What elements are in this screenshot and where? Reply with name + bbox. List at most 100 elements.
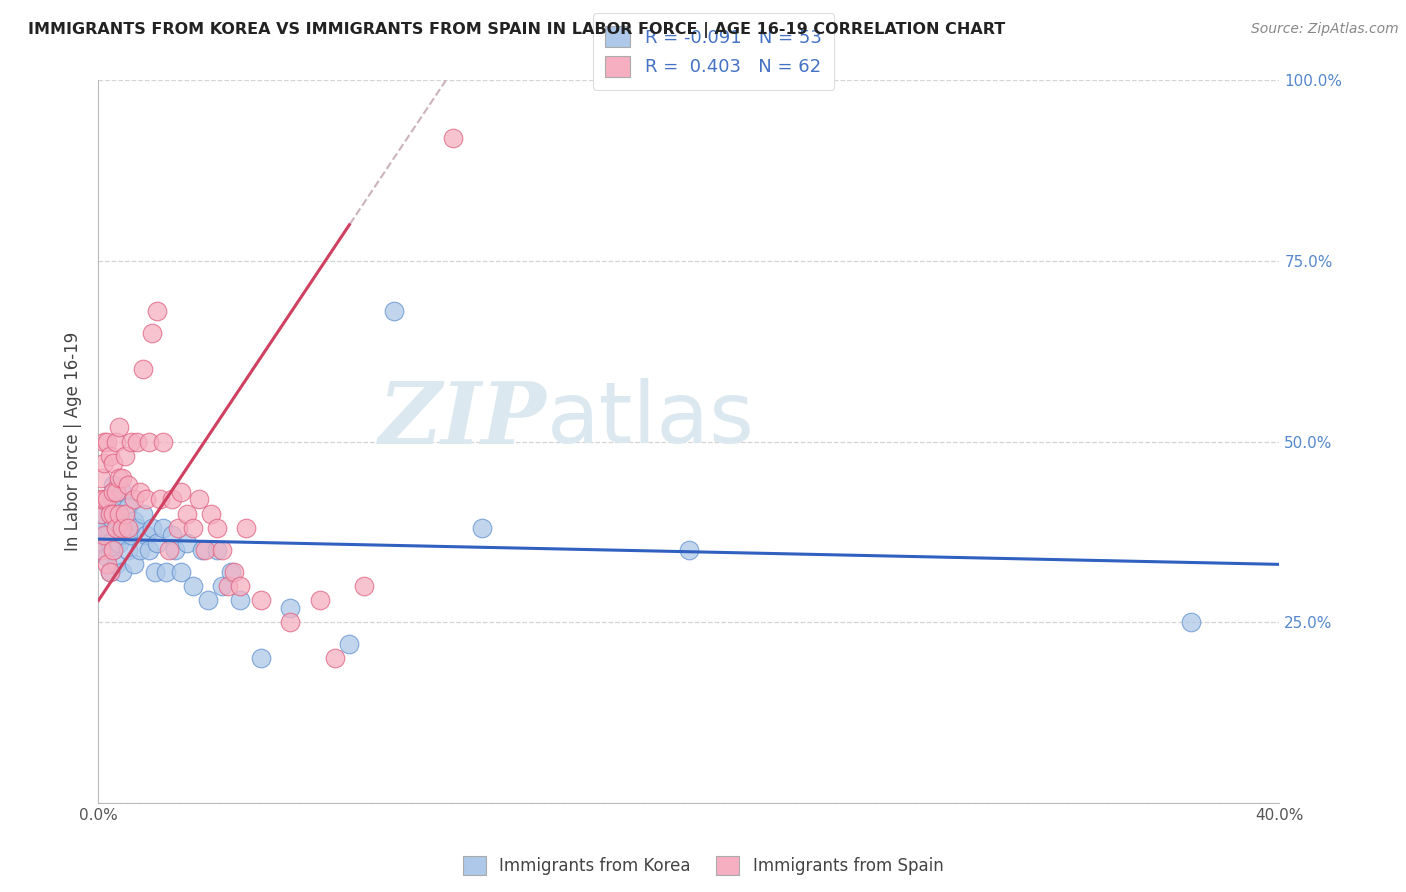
Point [108, 507, 131, 521]
Point [441, 131, 464, 145]
Point [280, 600, 302, 615]
Point [170, 485, 193, 500]
Point [108, 420, 131, 434]
Point [217, 579, 239, 593]
Point [103, 507, 125, 521]
Point [93, 456, 115, 470]
Point [96, 558, 118, 572]
Point [155, 565, 177, 579]
Point [117, 478, 139, 492]
Point [170, 565, 193, 579]
Point [135, 528, 157, 542]
Y-axis label: In Labor Force | Age 16-19: In Labor Force | Age 16-19 [65, 332, 83, 551]
Point [138, 542, 160, 557]
Point [103, 456, 125, 470]
Text: ZIP: ZIP [380, 378, 547, 462]
Point [103, 542, 125, 557]
Point [96, 434, 118, 449]
Point [141, 521, 163, 535]
Point [120, 528, 142, 542]
Point [309, 593, 332, 607]
Point [141, 326, 163, 340]
Point [181, 521, 204, 535]
Text: IMMIGRANTS FROM KOREA VS IMMIGRANTS FROM SPAIN IN LABOR FORCE | AGE 16-19 CORREL: IMMIGRANTS FROM KOREA VS IMMIGRANTS FROM… [28, 22, 1005, 38]
Point [250, 651, 273, 665]
Point [108, 507, 131, 521]
Point [103, 478, 125, 492]
Point [176, 507, 198, 521]
Point [103, 485, 125, 500]
Point [120, 434, 142, 449]
Point [108, 470, 131, 484]
Point [165, 542, 187, 557]
Point [114, 507, 136, 521]
Point [128, 485, 150, 500]
Point [117, 500, 139, 514]
Point [93, 521, 115, 535]
Point [105, 492, 128, 507]
Point [122, 514, 145, 528]
Point [111, 485, 134, 500]
Point [93, 528, 115, 542]
Point [125, 434, 148, 449]
Point [191, 542, 214, 557]
Point [105, 485, 128, 500]
Point [138, 434, 160, 449]
Point [235, 521, 257, 535]
Point [157, 542, 180, 557]
Point [98, 535, 121, 549]
Point [114, 521, 136, 535]
Point [90, 542, 112, 557]
Point [122, 492, 145, 507]
Point [114, 449, 136, 463]
Point [103, 514, 125, 528]
Point [111, 528, 134, 542]
Point [125, 521, 148, 535]
Point [205, 542, 228, 557]
Point [105, 521, 128, 535]
Point [382, 304, 405, 318]
Point [111, 521, 134, 535]
Point [93, 507, 115, 521]
Point [152, 521, 174, 535]
Point [211, 542, 233, 557]
Point [93, 492, 115, 507]
Point [117, 542, 139, 557]
Point [181, 579, 204, 593]
Point [122, 558, 145, 572]
Point [162, 492, 183, 507]
Point [211, 579, 233, 593]
Point [143, 565, 166, 579]
Point [132, 507, 155, 521]
Point [98, 449, 121, 463]
Point [90, 507, 112, 521]
Point [146, 535, 169, 549]
Point [98, 507, 121, 521]
Point [152, 434, 174, 449]
Point [200, 507, 222, 521]
Point [98, 500, 121, 514]
Point [471, 521, 494, 535]
Point [96, 492, 118, 507]
Point [280, 615, 302, 630]
Point [205, 521, 228, 535]
Point [117, 521, 139, 535]
Point [162, 528, 183, 542]
Point [197, 593, 219, 607]
Point [98, 565, 121, 579]
Point [98, 565, 121, 579]
Point [224, 565, 246, 579]
Point [105, 434, 128, 449]
Point [111, 565, 134, 579]
Point [187, 492, 209, 507]
Point [90, 521, 112, 535]
Point [678, 542, 700, 557]
Point [176, 535, 198, 549]
Point [1180, 615, 1202, 630]
Point [194, 542, 217, 557]
Point [128, 542, 150, 557]
Point [339, 637, 361, 651]
Point [103, 542, 125, 557]
Point [108, 535, 131, 549]
Point [93, 434, 115, 449]
